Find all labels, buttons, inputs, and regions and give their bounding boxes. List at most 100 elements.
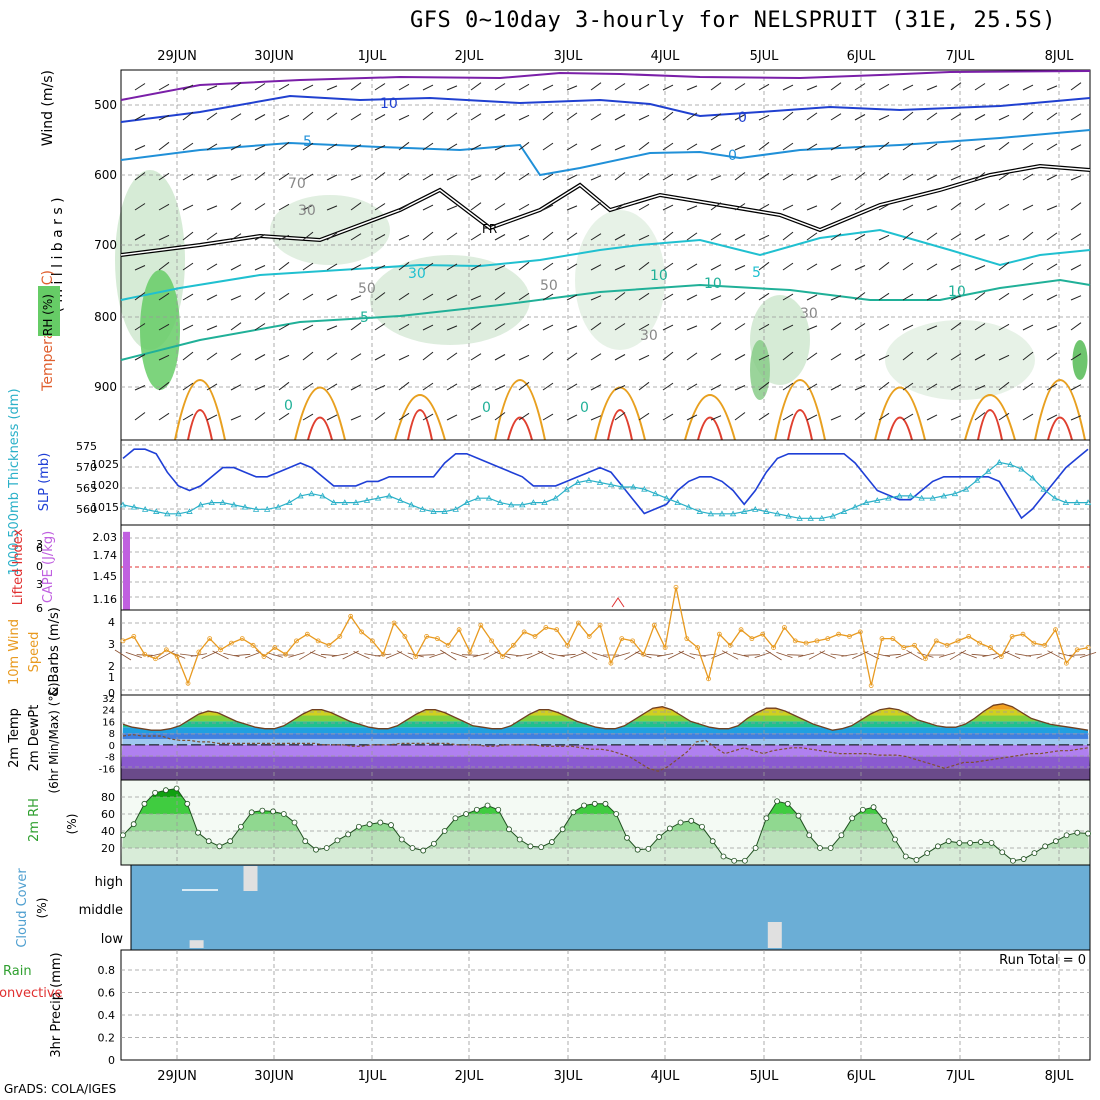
rh-point (720, 853, 727, 860)
precip-tick-label: 0 (108, 1054, 115, 1067)
wind-barb (158, 354, 170, 361)
wind-barb (758, 234, 770, 241)
wind-barb (374, 203, 386, 211)
thickness-point (563, 485, 570, 492)
x-tick-label-top: 3JUL (554, 49, 584, 64)
surface-wind-barb (385, 651, 403, 659)
wind-barb (302, 382, 314, 391)
wind-speed-point (998, 654, 1004, 659)
wind-barb (1022, 84, 1034, 91)
wind-barb (278, 203, 290, 211)
thickness-point (552, 494, 559, 501)
wind-barb (878, 203, 890, 211)
surface-wind-barb (234, 653, 251, 657)
x-tick-label-bottom: 5JUL (750, 1069, 780, 1084)
temp-band (121, 709, 1090, 716)
x-tick-label-bottom: 2JUL (455, 1069, 485, 1084)
wind-barb (350, 322, 362, 331)
rh-point (1052, 838, 1059, 845)
surface-wind-barb (472, 652, 489, 658)
precip-tick-label: 0.6 (98, 987, 116, 1000)
temp-tick-label: 32 (102, 694, 115, 705)
contour-label: 30 (640, 328, 658, 344)
temp-axis-label-3: (6hr Min/Max) (°C) (47, 682, 61, 793)
wind-axis-label-2: Speed (27, 632, 42, 673)
wind-barb (926, 294, 938, 301)
wind-speed-point (673, 584, 679, 590)
wind-barb (494, 172, 506, 181)
wind-speed-point (847, 634, 852, 639)
thickness-point (241, 503, 249, 510)
rh-point (688, 817, 695, 824)
thickness-point (929, 494, 936, 501)
wind-barb (758, 203, 770, 211)
isotach-contour (120, 278, 1091, 361)
rh-tick-label: 20 (101, 842, 115, 855)
wind-barb (206, 112, 218, 121)
wind-barb (278, 141, 290, 151)
surface-wind-barb (223, 652, 240, 658)
temp-tick-label: -16 (99, 764, 115, 775)
wind-barb (974, 265, 986, 271)
wind-barb (950, 233, 962, 241)
wind-barb (230, 415, 242, 421)
wind-barb (134, 265, 146, 271)
surface-wind-barb (798, 652, 815, 658)
wind-barb (374, 354, 386, 361)
wind-barb (902, 84, 914, 91)
wind-barb (374, 145, 386, 151)
wind-barb (350, 144, 362, 151)
wind-barb (998, 141, 1010, 151)
wind-barb (254, 83, 266, 91)
wind-barb (398, 292, 410, 301)
temp-axis-label-2: 2m DewPt (27, 705, 42, 772)
thickness-point (130, 503, 138, 510)
wind-barb (974, 292, 986, 301)
wind-barb (494, 354, 506, 361)
thickness-point (208, 499, 215, 506)
wind-barb (518, 234, 530, 241)
wind-barb (494, 292, 506, 301)
temperature-contour-arch-warm (407, 409, 433, 441)
wind-speed-point (315, 638, 321, 644)
wind-barb (470, 202, 482, 211)
wind-barb (134, 83, 146, 91)
temp-band (121, 733, 1090, 739)
rh-axis-label-1: 2m RH (27, 798, 42, 842)
wind-barb (590, 82, 602, 91)
wind-barb (662, 351, 674, 361)
surface-wind-barb (971, 653, 988, 657)
wind-speed-point (391, 620, 397, 626)
wind-barb (182, 111, 194, 121)
wind-speed-point (706, 676, 711, 682)
wind-barb (614, 323, 626, 331)
surface-wind-barb (483, 650, 500, 660)
surface-wind-barb (960, 651, 977, 659)
wind-barb (278, 292, 290, 301)
rh-tick-label: 80 (101, 791, 115, 804)
rh-shade-area (370, 255, 530, 345)
wind-barb (686, 143, 698, 151)
surface-wind-barb (949, 649, 967, 661)
rh-point (216, 843, 223, 850)
rh-point (227, 838, 234, 845)
wind-barb (158, 172, 170, 181)
x-tick-label-top: 1JUL (358, 49, 388, 64)
wind-barb (758, 83, 770, 91)
rh-point (666, 825, 673, 832)
wind-barb (1022, 324, 1034, 331)
x-tick-label-bottom: 8JUL (1045, 1069, 1075, 1084)
wind-barb (158, 412, 170, 421)
wind-axis-label: Wind (m/s) (40, 70, 56, 146)
rh-point (120, 832, 126, 839)
wind-barb (326, 294, 338, 301)
wind-axis-label-1: 10m Wind (7, 619, 22, 685)
wind-barb (182, 351, 194, 361)
wind-barb (830, 144, 842, 151)
rh-point (473, 806, 480, 813)
wind-barb (686, 325, 698, 331)
wind-barb (446, 325, 458, 331)
rh-point (259, 807, 266, 814)
wind-barb (638, 83, 650, 91)
wind-speed-point (586, 634, 592, 639)
